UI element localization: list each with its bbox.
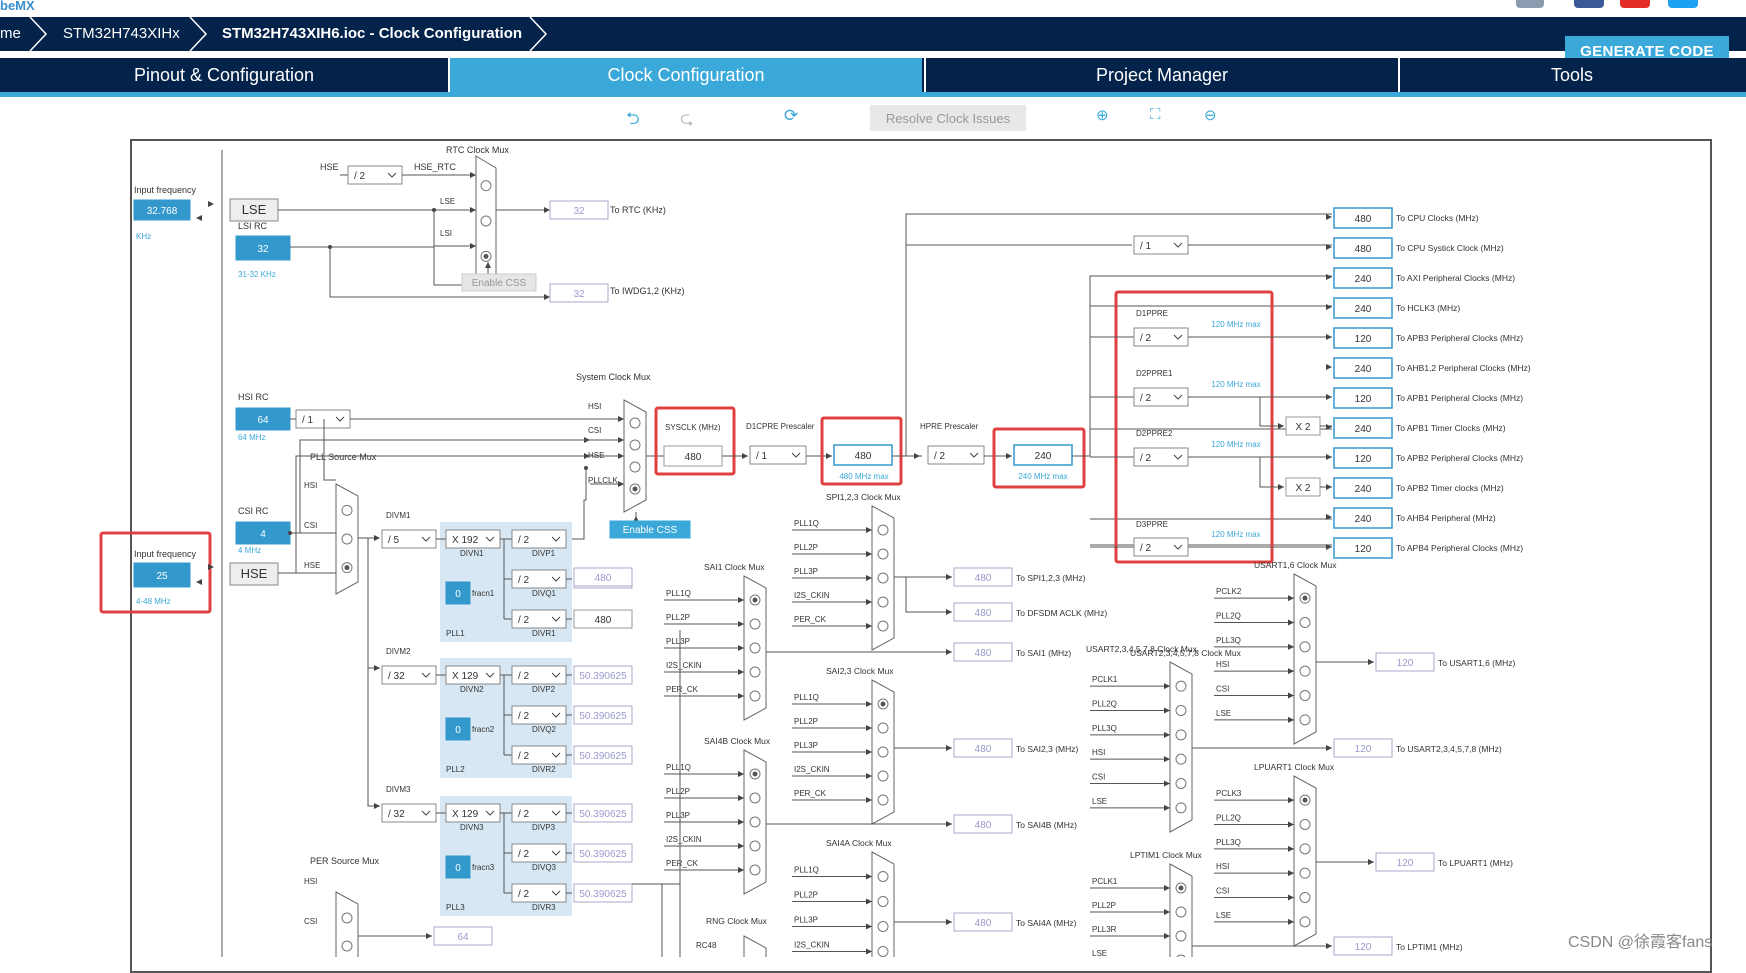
main-tabs: Pinout & Configuration Clock Configurati… [0,58,1746,97]
redo-icon[interactable]: ⮎ [680,109,694,128]
twitter-icon[interactable] [1668,0,1698,8]
csdn-watermark: CSDN @徐霞客fans [1568,934,1713,951]
brand-logo: beMX [0,0,35,13]
breadcrumb-arrows [29,17,548,51]
zoom-out-icon[interactable]: ⊖ [1204,107,1217,124]
tab-tools[interactable]: Tools [1550,65,1594,85]
breadcrumb-home[interactable]: me [0,25,21,42]
tab-pinout[interactable]: Pinout & Configuration [0,58,450,92]
breadcrumb-device[interactable]: STM32H743XIHx [63,25,180,42]
youtube-icon[interactable] [1620,0,1650,8]
resolve-clock-issues-button[interactable]: Resolve Clock Issues [870,105,1026,131]
undo-icon[interactable]: ⮌ [626,109,640,128]
tab-project-manager[interactable]: Project Manager [924,58,1400,92]
st-icon[interactable] [1516,0,1544,8]
tab-clock-configuration[interactable]: Clock Configuration [450,58,922,92]
fit-icon[interactable]: ⛶ [1150,106,1161,123]
zoom-in-icon[interactable]: ⊕ [1096,107,1109,124]
clock-tree-canvas [130,139,1712,973]
breadcrumb-file[interactable]: STM32H743XIH6.ioc - Clock Configuration [222,25,523,42]
top-strip: beMX [0,0,1746,17]
facebook-icon[interactable] [1574,0,1604,8]
breadcrumb: me STM32H743XIHx STM32H743XIH6.ioc - Clo… [0,17,1746,66]
refresh-icon[interactable]: ⟳ [784,106,799,125]
